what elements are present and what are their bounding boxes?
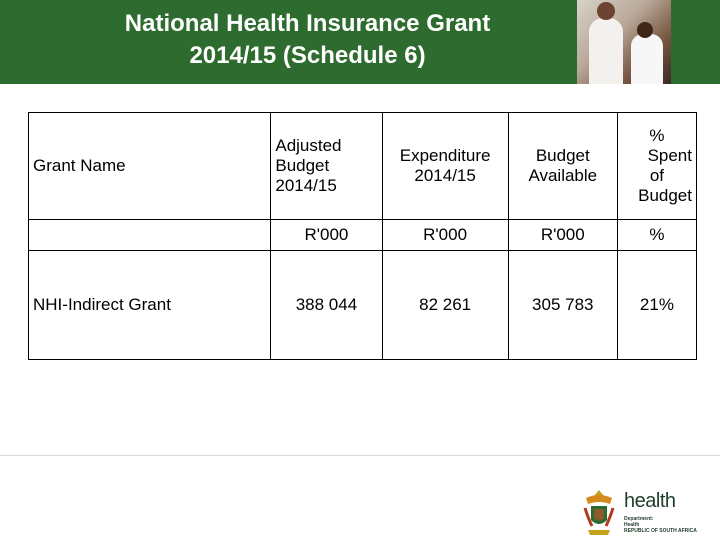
cell-adjusted-budget: 388 044: [270, 250, 383, 360]
cell-budget-available: 305 783: [507, 250, 618, 360]
title-line-1: National Health Insurance Grant: [124, 10, 491, 37]
unit-cell: R'000: [507, 219, 618, 251]
logo-line: Department:: [624, 516, 654, 522]
header-grant-name: Grant Name: [27, 112, 272, 220]
header-line: Budget: [638, 186, 692, 205]
header-line: Budget: [535, 146, 590, 165]
unit-cell: %: [616, 219, 698, 251]
coat-of-arms-icon: [583, 490, 615, 535]
header-photo: [577, 0, 671, 84]
title-line-2: 2014/15 (Schedule 6): [189, 42, 426, 69]
cell-grant-name: NHI-Indirect Grant: [27, 250, 272, 360]
grant-table: Grant Name Adjusted Budget 2014/15 Expen…: [27, 112, 698, 360]
header-line: 2014/15: [414, 166, 476, 185]
logo-subtext: Department: Health REPUBLIC OF SOUTH AFR…: [624, 516, 697, 534]
department-logo: health Department: Health REPUBLIC OF SO…: [580, 486, 720, 540]
table-row: NHI-Indirect Grant 388 044 82 261 305 78…: [27, 250, 698, 360]
logo-health-text: health: [624, 490, 676, 512]
table-header-row: Grant Name Adjusted Budget 2014/15 Expen…: [27, 112, 698, 220]
unit-cell: R'000: [381, 219, 509, 251]
header-line: of: [649, 166, 665, 185]
cell-expenditure: 82 261: [381, 250, 509, 360]
header-line: Budget: [275, 156, 330, 175]
header-line: %: [649, 126, 665, 145]
header-expenditure: Expenditure 2014/15: [381, 112, 509, 220]
header-line: Spent: [647, 146, 692, 165]
header-line: Expenditure: [399, 146, 491, 165]
photo-figure: [589, 18, 623, 84]
header-percent-spent: % Spent of Budget: [616, 112, 698, 220]
photo-figure-head: [597, 2, 615, 20]
logo-line: REPUBLIC OF SOUTH AFRICA: [624, 528, 697, 534]
photo-figure-head: [637, 22, 653, 38]
unit-cell: R'000: [270, 219, 383, 251]
header-line: 2014/15: [275, 176, 337, 195]
cell-percent-spent: 21%: [616, 250, 698, 360]
header-line: Adjusted: [275, 136, 342, 155]
header-banner: National Health Insurance Grant 2014/15 …: [0, 0, 720, 84]
header-adjusted-budget: Adjusted Budget 2014/15: [270, 112, 383, 220]
logo-line: Health: [624, 522, 640, 528]
table-unit-row: R'000 R'000 R'000 %: [27, 219, 698, 251]
footer-divider: [0, 455, 720, 456]
photo-figure: [631, 34, 663, 84]
header-line: Available: [528, 166, 598, 185]
page-title: National Health Insurance Grant 2014/15 …: [40, 8, 575, 72]
unit-cell: [27, 219, 272, 251]
header-budget-available: Budget Available: [507, 112, 618, 220]
